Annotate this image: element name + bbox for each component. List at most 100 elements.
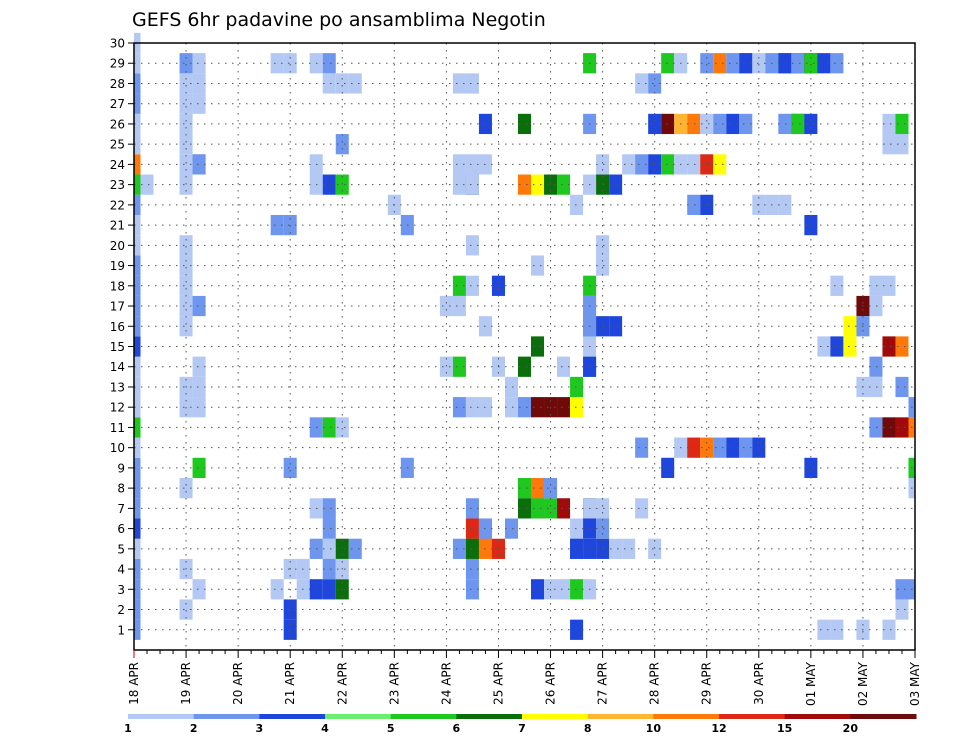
heatmap-cell <box>140 174 154 195</box>
heatmap-cell <box>465 154 479 175</box>
colorbar-swatch <box>784 714 851 719</box>
heatmap-cell <box>335 134 349 155</box>
y-tick-label: 2 <box>117 603 125 617</box>
heatmap-cell <box>687 154 701 175</box>
colorbar-swatch <box>522 714 589 719</box>
heatmap-cell <box>504 397 518 418</box>
heatmap-cell <box>439 295 453 317</box>
heatmap-cell <box>570 619 584 640</box>
heatmap-cell <box>648 154 662 175</box>
y-tick-label: 17 <box>110 300 125 314</box>
heatmap-cell <box>895 579 909 600</box>
heatmap-cell <box>283 619 297 640</box>
heatmap-cell <box>465 579 479 600</box>
colorbar-swatch <box>259 714 326 719</box>
y-tick-label: 25 <box>110 138 125 152</box>
y-tick-label: 8 <box>117 482 125 496</box>
heatmap-cell <box>778 194 792 215</box>
colorbar-swatch <box>719 714 786 719</box>
heatmap-cell <box>895 336 909 357</box>
heatmap-cell <box>726 53 740 74</box>
colorbar-swatch <box>128 714 195 719</box>
heatmap-cell <box>713 154 727 175</box>
heatmap-cell <box>882 336 896 357</box>
y-tick-label: 21 <box>110 219 125 233</box>
heatmap-cell <box>134 174 141 195</box>
heatmap-cell <box>179 255 193 276</box>
x-tick-label: 27 APR <box>596 662 610 705</box>
heatmap-cell <box>596 174 610 195</box>
heatmap-cell <box>179 235 193 256</box>
y-tick-label: 30 <box>110 37 125 51</box>
heatmap-cell <box>648 113 662 135</box>
heatmap-cell <box>465 498 479 519</box>
heatmap-cell <box>270 53 284 74</box>
heatmap-cell <box>452 538 466 559</box>
heatmap-cell <box>882 619 896 640</box>
heatmap-cell <box>635 437 649 458</box>
heatmap-cell <box>648 73 662 94</box>
heatmap-cell <box>700 437 714 458</box>
x-tick-label: 01 MAY <box>804 661 818 706</box>
heatmap-cell <box>517 397 532 418</box>
heatmap-cell <box>804 113 818 135</box>
y-axis-ticks: 1234567891011121314151617181920212223242… <box>110 37 134 637</box>
heatmap-cell <box>465 518 479 539</box>
heatmap-cell <box>179 73 193 94</box>
heatmap-cell <box>179 316 193 337</box>
heatmap-cell <box>609 174 623 195</box>
heatmap-cell <box>192 154 206 175</box>
y-tick-label: 28 <box>110 77 125 91</box>
heatmap-cell <box>179 295 193 317</box>
colorbar-label: 1 <box>124 722 132 735</box>
heatmap-cell <box>895 134 909 155</box>
heatmap-cell <box>322 53 336 74</box>
x-tick-label: 03 MAY <box>908 661 922 706</box>
colorbar: 1 2 3 4 5 6 7 8 10 12 15 20 <box>124 714 917 735</box>
colorbar-swatch <box>390 714 457 719</box>
heatmap-cell <box>687 194 701 215</box>
heatmap-cell <box>134 356 141 377</box>
heatmap-cell <box>179 599 193 620</box>
heatmap-cell <box>452 397 466 418</box>
heatmap-cell <box>752 437 766 458</box>
heatmap-cell <box>713 53 727 74</box>
y-tick-label: 24 <box>110 158 125 172</box>
heatmap-cell <box>348 73 362 94</box>
y-tick-label: 20 <box>110 239 125 253</box>
heatmap-cell <box>739 113 753 135</box>
y-tick-label: 22 <box>110 198 125 212</box>
heatmap-cell <box>134 194 141 215</box>
heatmap-cell <box>283 599 297 620</box>
heatmap-cell <box>335 174 349 195</box>
heatmap-cell <box>335 73 349 94</box>
colorbar-label: 15 <box>777 722 792 735</box>
heatmap-cell <box>557 397 571 418</box>
x-tick-label: 28 APR <box>648 662 662 705</box>
y-tick-label: 12 <box>110 401 125 415</box>
heatmap-cell <box>895 417 909 438</box>
colorbar-label: 10 <box>646 722 662 735</box>
colorbar-swatch <box>456 714 523 719</box>
heatmap-cell <box>570 397 584 418</box>
heatmap-cell <box>452 275 466 296</box>
heatmap-cell <box>895 113 909 135</box>
y-tick-label: 27 <box>110 97 125 111</box>
heatmap-cell <box>335 417 349 438</box>
heatmap-cell <box>531 397 545 418</box>
heatmap-cell <box>596 255 610 276</box>
heatmap-cell <box>134 518 141 539</box>
heatmap-cell <box>869 275 883 296</box>
heatmap-cell <box>570 579 584 600</box>
heatmap-cell <box>791 53 805 74</box>
heatmap-cell <box>531 478 545 499</box>
heatmap-cell <box>322 417 336 438</box>
heatmap-cell <box>452 356 466 377</box>
heatmap-cell <box>648 538 662 559</box>
heatmap-cell <box>179 275 193 296</box>
heatmap-cell <box>752 53 766 74</box>
heatmap-cell <box>609 538 623 559</box>
y-tick-label: 3 <box>117 583 125 597</box>
